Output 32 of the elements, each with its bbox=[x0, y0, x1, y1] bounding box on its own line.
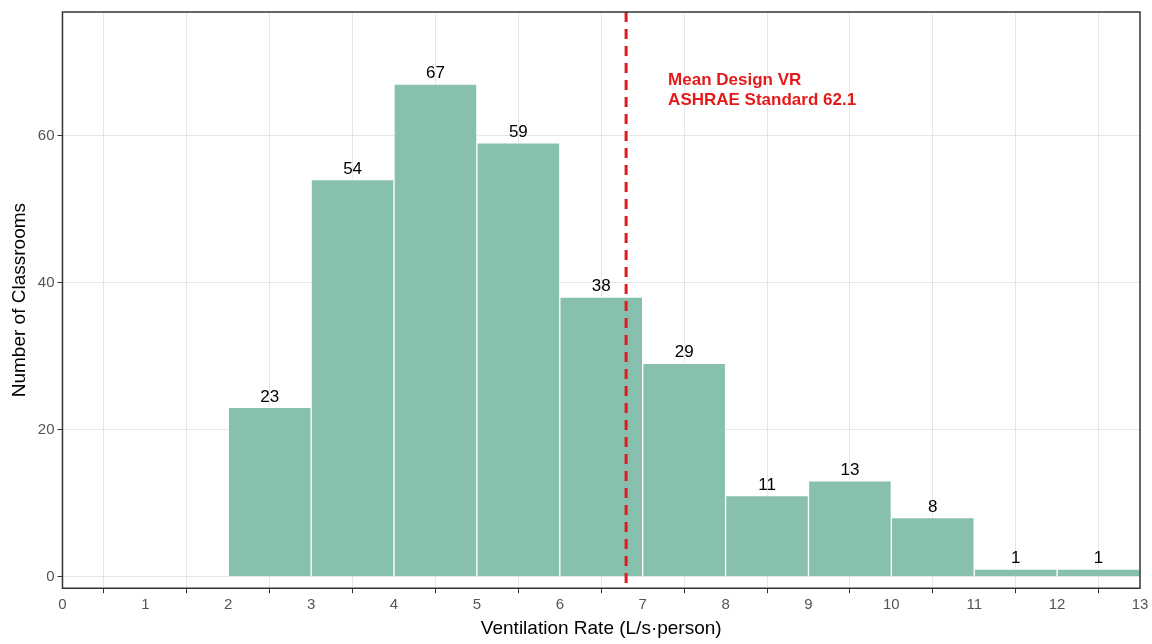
x-tick-label: 13 bbox=[1131, 595, 1149, 613]
x-tick-label: 10 bbox=[883, 595, 900, 613]
x-tick-label: 0 bbox=[58, 595, 67, 613]
x-tick-label: 5 bbox=[472, 595, 482, 613]
x-tick-label: 6 bbox=[555, 595, 564, 613]
data-label: 13 bbox=[840, 460, 860, 480]
data-label: 1 bbox=[1010, 548, 1021, 568]
data-label: 29 bbox=[674, 342, 694, 362]
data-label: 38 bbox=[591, 276, 611, 296]
y-tick-label: 40 bbox=[37, 272, 55, 290]
data-label: 8 bbox=[928, 496, 938, 516]
x-tick-label: 12 bbox=[1048, 595, 1066, 613]
x-tick-label: 1 bbox=[141, 595, 150, 613]
x-tick-label: 7 bbox=[638, 595, 647, 613]
x-tick-label: 11 bbox=[966, 595, 983, 613]
x-axis-title: Ventilation Rate (L/s·person) bbox=[480, 616, 722, 638]
data-label: 1 bbox=[1093, 548, 1104, 568]
ref-line-label: Mean Design VR ASHRAE Standard 62.1 bbox=[668, 70, 857, 110]
y-tick-label: 20 bbox=[37, 419, 55, 437]
y-tick-label: 60 bbox=[37, 125, 55, 143]
data-label: 11 bbox=[758, 474, 776, 494]
x-tick-label: 9 bbox=[804, 595, 813, 613]
data-label: 23 bbox=[260, 386, 280, 406]
x-tick-label: 2 bbox=[224, 595, 233, 613]
x-tick-label: 8 bbox=[721, 595, 730, 613]
y-tick-label: 0 bbox=[46, 566, 55, 584]
data-label: 59 bbox=[508, 122, 528, 142]
x-tick-label: 3 bbox=[306, 595, 316, 613]
data-label: 54 bbox=[343, 158, 363, 178]
y-axis-title: Number of Classrooms bbox=[7, 202, 29, 398]
x-tick-label: 4 bbox=[389, 595, 399, 613]
data-label: 67 bbox=[426, 63, 445, 83]
